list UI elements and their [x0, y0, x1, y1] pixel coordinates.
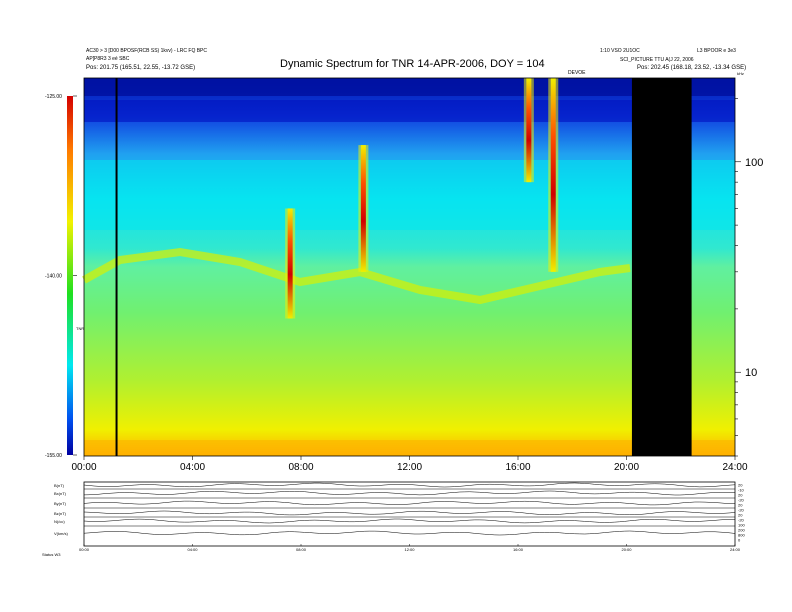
y-tick-label: 100 [745, 157, 763, 169]
panel-x-tick-label: 16:00 [513, 547, 524, 552]
footer-status: Status W3 [42, 552, 61, 557]
panel-label: N(/cc) [54, 519, 65, 524]
colorbar-tick-label: -140.00 [45, 274, 62, 280]
panel-right-tick-label: -20 [738, 498, 745, 503]
panel-right-tick-label: 200 [738, 528, 745, 533]
panel-trace [83, 530, 736, 536]
burst-core [550, 78, 556, 272]
panel-label: Bz(nT) [54, 511, 67, 516]
x-tick-label: 20:00 [614, 462, 639, 473]
burst-core [526, 78, 532, 183]
header-left-line-1: AC30 > 3 [D00 BPOSF(RCB SS) 1kvv) - LRC … [86, 48, 208, 54]
panel-trace [83, 490, 736, 496]
panel-label: V(km/s) [54, 531, 68, 536]
colorbar-label: TNR [76, 326, 84, 331]
panel-x-tick-label: 04:00 [187, 547, 198, 552]
chart-title: Dynamic Spectrum for TNR 14-APR-2006, DO… [280, 58, 545, 70]
panel-x-tick-label: 08:00 [296, 547, 307, 552]
header-left-line-3: Pos: 201.75 (165.51, 22.55, -13.72 GSE) [86, 65, 196, 71]
radio-bursts [285, 78, 559, 319]
colorbar [67, 96, 73, 455]
panel-right-tick-label: 20 [738, 483, 743, 488]
y-tick-label: 10 [745, 367, 757, 379]
header-far-right: L3 BPOOR e 3e3 [697, 48, 736, 54]
y-unit-label: kHz [737, 71, 744, 76]
cyan-region [84, 160, 735, 230]
panel-trace [83, 500, 736, 506]
yellow-ridge [82, 247, 631, 305]
colorbar-tick-label: -125.00 [45, 94, 62, 100]
panel-right-tick-label: 0 [738, 538, 741, 543]
x-tick-label: 04:00 [180, 462, 205, 473]
panel-trace [83, 518, 735, 524]
data-gap [631, 78, 692, 456]
panel-x-tick-label: 20:00 [621, 547, 632, 552]
panel-x-tick-label: 12:00 [404, 547, 415, 552]
panel-label: B(nT) [54, 483, 65, 488]
panel-right-tick-label: 800 [738, 533, 745, 538]
low-frequency-band [84, 440, 735, 456]
x-tick-label: 08:00 [288, 462, 313, 473]
high-frequency-dark-band [84, 78, 735, 96]
header-center-marker: DEVOE [568, 70, 586, 76]
high-frequency-stripe [84, 100, 735, 122]
x-tick-label: 00:00 [71, 462, 96, 473]
x-tick-label: 12:00 [397, 462, 422, 473]
header-right-line-3: Pos: 202.45 (168.18, 23.52, -13.34 GSE) [637, 65, 747, 71]
x-axis-ticks: 00:00 04:00 08:00 12:00 16:00 20:00 24:00 [71, 456, 748, 473]
burst-core [287, 208, 293, 319]
header-right-line-1: 1:10 VSO 2U1OC [600, 48, 640, 54]
panel-x-tick-label: 00:00 [79, 547, 90, 552]
colorbar-tick-label: -155.00 [45, 453, 62, 459]
burst-core [360, 145, 366, 272]
bottom-panels-frame [83, 481, 736, 547]
panel-right-tick-label: 100 [738, 523, 745, 528]
bottom-panels: B(nT) Bx(nT) By(nT) Bz(nT) N(/cc) V(km/s) 00:… [54, 481, 745, 552]
panel-label: By(nT) [54, 501, 67, 506]
panel-x-tick-label: 24:00 [730, 547, 741, 552]
panel-right-tick-label: -20 [738, 508, 745, 513]
header-left-line-2: AP[P8R3 3 eé SBC [86, 56, 130, 62]
panel-right-tick-label: 20 [738, 503, 743, 508]
panel-right-tick-label: 20 [738, 493, 743, 498]
panel-right-tick-label: 20 [738, 513, 743, 518]
header-right-line-2: SCI_PICTURE TTU A(J 22, 2006 [620, 57, 694, 63]
panel-right-tick-label: -10 [738, 488, 745, 493]
x-tick-label: 24:00 [722, 462, 747, 473]
panel-trace [83, 482, 736, 488]
panel-right-tick-label: -20 [738, 518, 745, 523]
x-tick-label: 16:00 [505, 462, 530, 473]
colorbar-ticks: -125.00 -140.00 -155.00 [45, 94, 77, 459]
panel-label: Bx(nT) [54, 491, 67, 496]
y-axis-ticks: 100 10 [735, 98, 763, 457]
panel-trace [83, 510, 736, 516]
spectrogram [82, 77, 736, 457]
